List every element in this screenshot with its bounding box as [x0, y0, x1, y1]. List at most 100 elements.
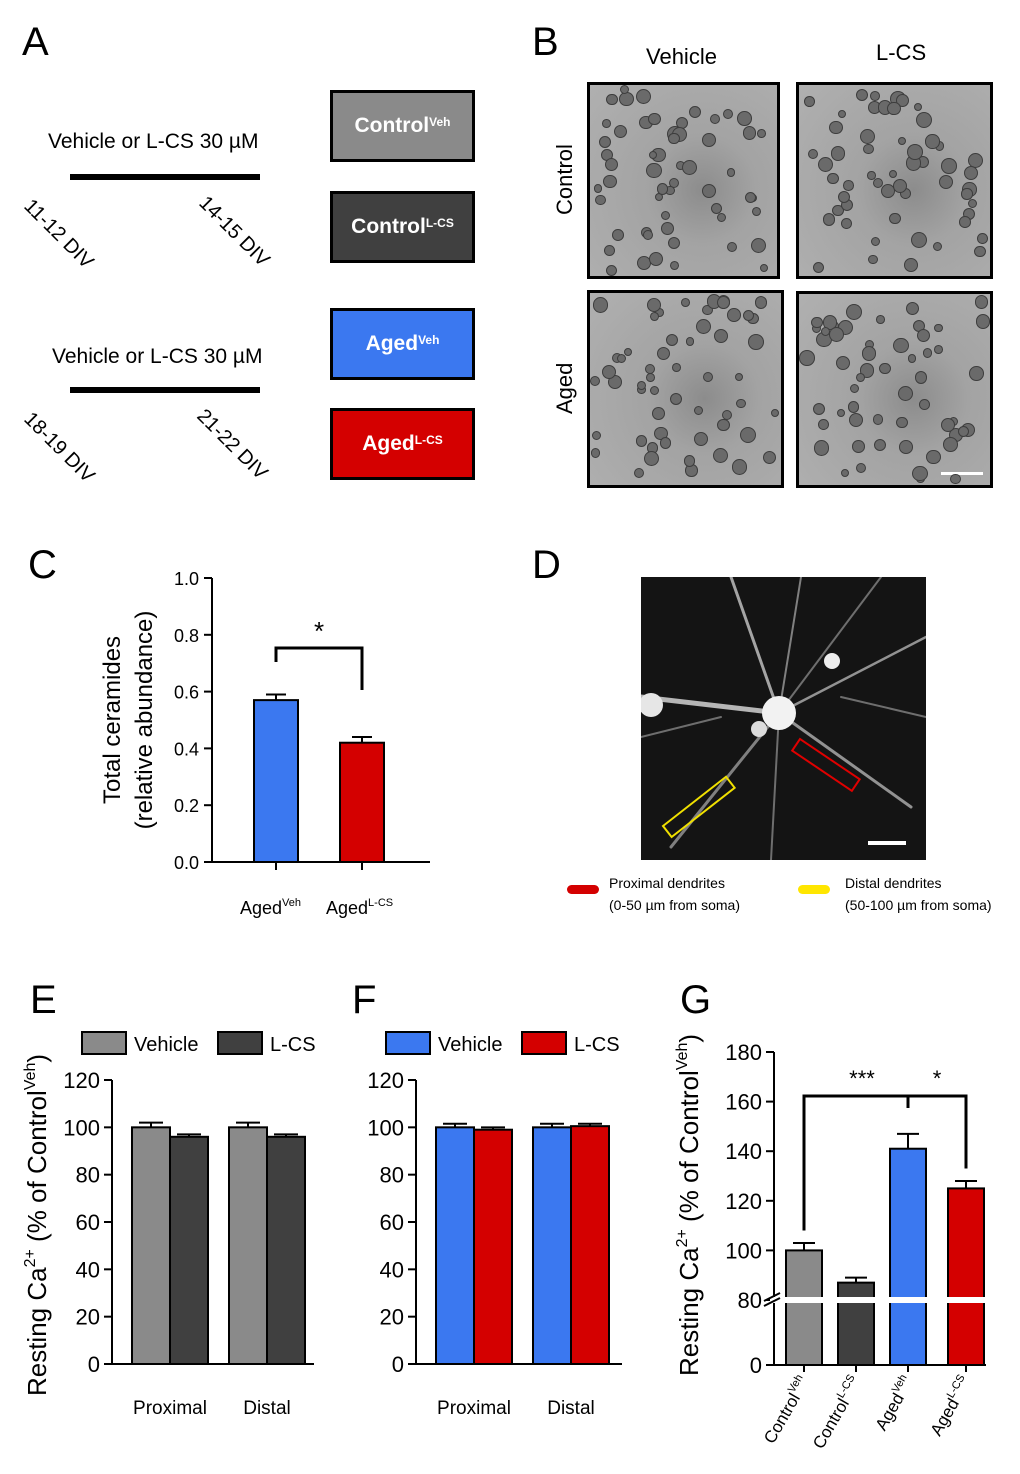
cell-body	[976, 314, 990, 329]
cell-body	[601, 364, 616, 379]
legend-label: L-CS	[270, 1034, 316, 1056]
y-axis-label: Resting Ca2+ (% of ControlVeh)	[674, 1034, 704, 1376]
scale-bar	[941, 472, 983, 475]
bar	[837, 1281, 875, 1367]
cell-body	[922, 348, 933, 358]
cell-body	[911, 231, 928, 248]
chart-e-resting-ca: 0 20 40 60 80 100 120 Proximal Distal Vehicle L-CS…	[22, 1031, 316, 1419]
cell-body	[660, 221, 674, 235]
legend-swatch-proximal	[567, 885, 599, 894]
y-tick-label: 20	[380, 1305, 404, 1330]
cell-body	[896, 416, 908, 429]
cell-body	[681, 159, 697, 176]
chart-g-resting-ca: 080100120140160180ControlVehControlL-CSA…	[674, 1034, 986, 1453]
x-tick-label: Proximal	[437, 1398, 511, 1419]
cell-body	[592, 297, 609, 314]
cell-body	[723, 109, 733, 120]
y-tick-label: 160	[725, 1090, 762, 1115]
cell-body	[648, 112, 661, 126]
significance-bracket	[274, 646, 364, 690]
y-tick-label: 80	[76, 1163, 100, 1188]
cell-body	[593, 184, 603, 193]
x-tick-label: AgedVeh	[870, 1373, 918, 1434]
cell-body	[667, 236, 680, 249]
timeline-1-bar	[70, 174, 260, 180]
cell-body	[852, 440, 865, 453]
y-tick-label: 140	[725, 1139, 762, 1164]
y-tick-label: 120	[725, 1189, 762, 1214]
cell-body	[870, 237, 880, 246]
cell-body	[713, 329, 729, 344]
y-tick-label: 40	[76, 1257, 100, 1282]
micrograph-control-lcs	[796, 82, 993, 279]
axis-break-band	[770, 1297, 986, 1303]
cell-body	[904, 257, 919, 272]
cell-body	[634, 467, 644, 478]
timeline-2-title: Vehicle or L-CS 30 µM	[52, 345, 263, 368]
cell-body	[974, 245, 987, 258]
cell-body	[878, 362, 891, 375]
bar	[339, 741, 385, 863]
cell-body	[836, 355, 851, 370]
condition-box-control-lcs: Control L-CS	[330, 191, 475, 263]
cell-body	[861, 346, 876, 361]
bar	[785, 1249, 823, 1366]
bar	[131, 1126, 171, 1366]
cell-body	[907, 144, 923, 160]
condition-sup: Veh	[429, 115, 451, 129]
panel-letter-b: B	[532, 20, 559, 64]
cell-body	[702, 184, 717, 199]
cell-body	[843, 180, 854, 191]
cell-body	[612, 228, 624, 241]
micrograph-aged-vehicle	[587, 290, 784, 488]
cell-body	[683, 455, 696, 468]
cell-body	[873, 439, 886, 452]
x-tick-label: ControlL-CS	[807, 1373, 865, 1453]
cell-body	[849, 383, 859, 394]
cell-body	[689, 105, 702, 118]
cell-body	[860, 129, 876, 145]
cell-body	[748, 333, 765, 350]
cell-body	[977, 233, 988, 245]
cell-body	[863, 143, 874, 154]
cell-body	[736, 398, 746, 409]
y-tick-label: 0	[392, 1352, 404, 1377]
condition-label: Aged	[365, 332, 419, 355]
cell-body	[813, 440, 830, 457]
bar	[889, 1147, 927, 1366]
axis-break-mark	[763, 1292, 781, 1307]
cell-body	[957, 425, 970, 438]
cell-body	[897, 385, 913, 401]
cell-body	[750, 237, 767, 254]
cell-body	[656, 182, 669, 195]
cell-body	[841, 218, 852, 230]
panel-letter-a: A	[22, 20, 49, 64]
bar	[435, 1126, 475, 1366]
row-label-control: Control	[552, 144, 577, 215]
cell-body	[693, 405, 704, 416]
cell-body	[702, 133, 716, 147]
cell-body	[711, 202, 723, 214]
cell-body	[590, 448, 600, 458]
y-tick-label: 80	[738, 1288, 762, 1313]
cell-body	[913, 103, 922, 112]
cell-body	[605, 264, 618, 276]
condition-box-aged-veh: Aged Veh	[330, 308, 475, 380]
cell-body	[941, 158, 957, 174]
cell-body	[636, 380, 646, 390]
y-tick-label: 100	[63, 1115, 100, 1140]
cell-body	[817, 156, 833, 173]
cell-body	[599, 135, 612, 148]
timeline-1-title: Vehicle or L-CS 30 µM	[48, 130, 259, 153]
cell-body	[830, 146, 846, 162]
cell-body	[762, 450, 776, 465]
cell-body	[655, 193, 664, 202]
col-label-vehicle: Vehicle	[646, 44, 717, 69]
x-tick-label: AgedVeh	[240, 897, 301, 918]
cell-body	[914, 371, 928, 385]
cell-body	[880, 184, 895, 198]
cell-body	[652, 407, 665, 420]
legend-distal-line2: (50-100 µm from soma)	[845, 897, 992, 913]
cell-body	[717, 418, 730, 432]
micrograph-control-vehicle	[587, 82, 780, 279]
